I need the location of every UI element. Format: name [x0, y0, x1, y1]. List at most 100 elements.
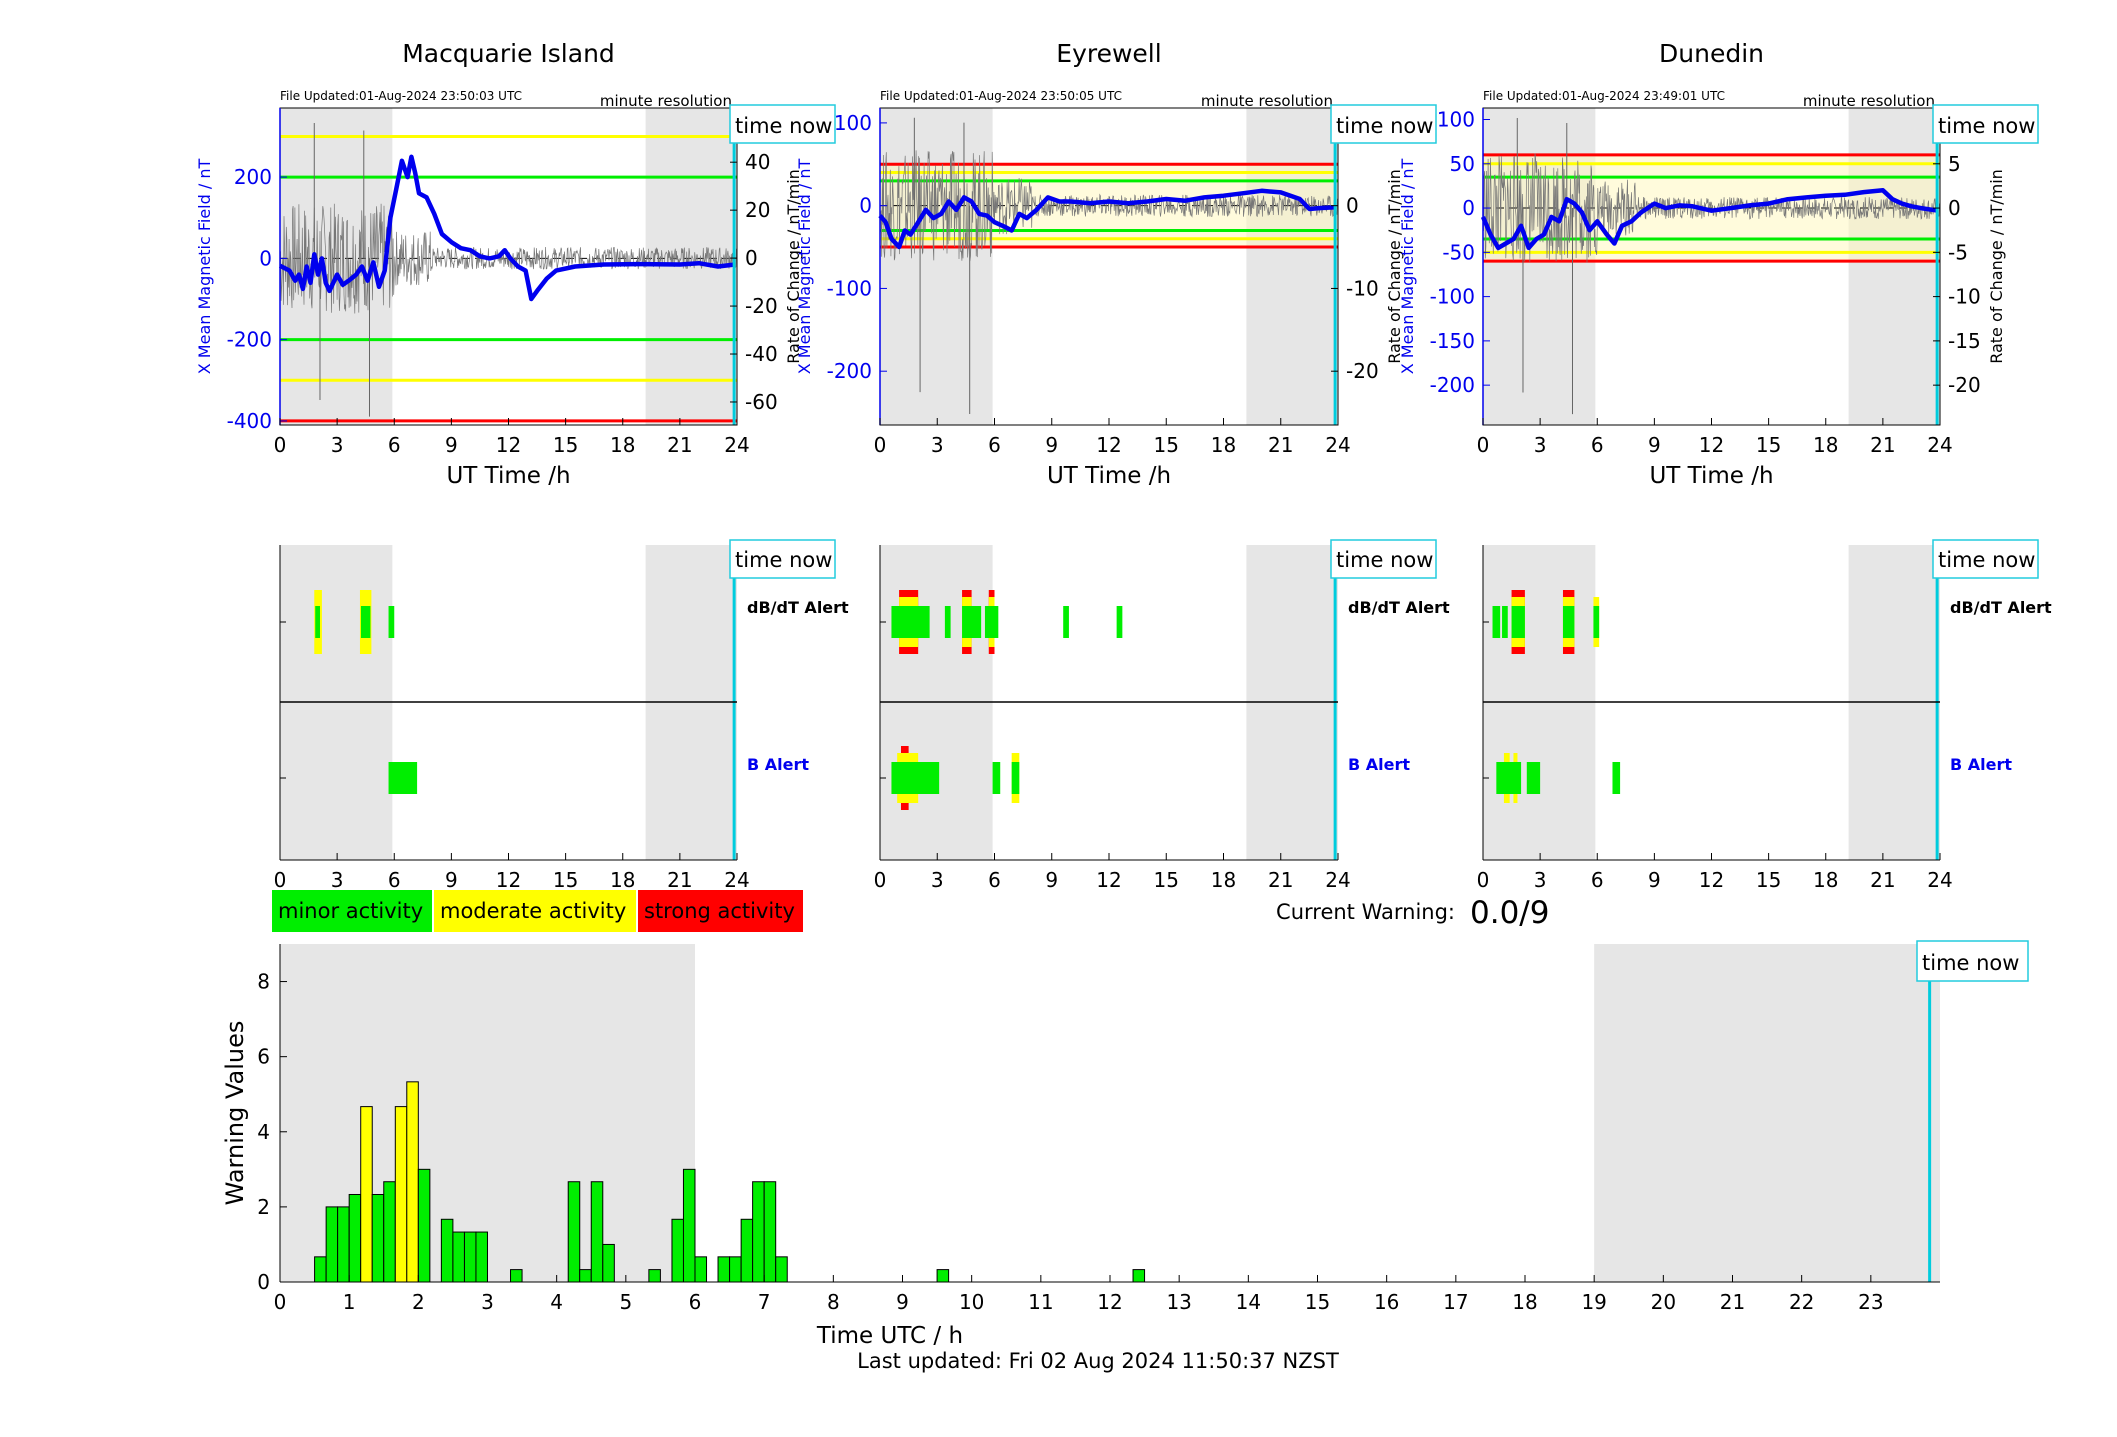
- x-tick-label: 16: [1374, 1290, 1399, 1314]
- station-panel-1: Eyrewell-200-1000100-20-1001003691215182…: [795, 39, 1437, 489]
- x-tick-label: 8: [827, 1290, 840, 1314]
- x-tick-label: 0: [1477, 433, 1490, 457]
- alert-panel-0: 0 3 6 9 12 15 18 21 24 dB/dT Alert B Alert time now: [274, 539, 849, 892]
- x-tick-label: 24: [1325, 868, 1350, 892]
- x-tick-label: 24: [724, 433, 749, 457]
- x-tick-label: 0: [874, 433, 887, 457]
- x-tick-label: 0: [1477, 868, 1490, 892]
- dbdt-alert-label: dB/dT Alert: [1950, 598, 2052, 617]
- time-now-label: time now: [1922, 951, 2019, 975]
- dbdt-alert-label: dB/dT Alert: [747, 598, 849, 617]
- left-tick-label: 50: [1450, 152, 1475, 176]
- x-axis-label: UT Time /h: [446, 463, 570, 489]
- left-tick-label: 0: [259, 246, 272, 270]
- time-now-box: [729, 104, 836, 144]
- time-now-box: [1330, 104, 1437, 144]
- file-updated-text: File Updated:01-Aug-2024 23:49:01 UTC: [1483, 89, 1725, 103]
- warning-bar: [717, 1256, 731, 1283]
- x-tick-label: 21: [667, 868, 692, 892]
- x-tick-label: 0: [274, 433, 287, 457]
- x-tick-label: 21: [1870, 433, 1895, 457]
- alert-block: [388, 606, 395, 638]
- left-tick-label: -400: [227, 409, 272, 433]
- left-tick-label: 100: [834, 111, 872, 135]
- x-tick-label: 9: [896, 1290, 909, 1314]
- alert-block: [1116, 606, 1123, 638]
- x-tick-label: 4: [550, 1290, 563, 1314]
- alert-block: [1502, 606, 1508, 638]
- warning-bar: [314, 1256, 327, 1283]
- x-tick-label: 3: [931, 868, 944, 892]
- x-tick-label: 15: [1305, 1290, 1330, 1314]
- resolution-text: minute resolution: [1201, 92, 1333, 110]
- current-warning-value: 0.0/9: [1470, 895, 1549, 931]
- right-tick-label: 0: [1346, 194, 1359, 218]
- right-tick-label: -20: [1346, 359, 1379, 383]
- warning-bar: [936, 1269, 950, 1283]
- right-tick-label: -60: [745, 390, 778, 414]
- x-axis-label: UT Time /h: [1649, 463, 1773, 489]
- x-tick-label: 15: [1154, 868, 1179, 892]
- station-title: Dunedin: [1659, 39, 1764, 68]
- time-now-box: [1916, 940, 2029, 982]
- warning-bar: [775, 1256, 788, 1283]
- x-tick-label: 6: [1591, 433, 1604, 457]
- warning-bar: [682, 1168, 696, 1283]
- warning-bar: [648, 1269, 661, 1283]
- alert-block: [315, 606, 320, 638]
- activity-legend: minor activity moderate activity strong ac…: [272, 890, 803, 932]
- x-tick-label: 21: [667, 433, 692, 457]
- warning-bar: [567, 1181, 581, 1283]
- x-tick-label: 1: [343, 1290, 356, 1314]
- y-tick-label: 2: [257, 1195, 270, 1219]
- warning-bar: [763, 1181, 777, 1283]
- warning-bar: [475, 1231, 488, 1283]
- right-tick-label: 5: [1948, 152, 1961, 176]
- x-tick-label: 3: [1534, 433, 1547, 457]
- left-tick-label: -200: [827, 359, 872, 383]
- x-tick-label: 15: [553, 433, 578, 457]
- x-tick-label: 13: [1166, 1290, 1191, 1314]
- right-axis-label: Rate of Change / nT/min: [1987, 169, 2006, 364]
- night-shade: [1246, 108, 1338, 425]
- x-tick-label: 18: [610, 433, 635, 457]
- night-shade: [880, 108, 993, 425]
- left-tick-label: -200: [1430, 373, 1475, 397]
- x-tick-label: 0: [874, 868, 887, 892]
- x-tick-label: 23: [1858, 1290, 1883, 1314]
- alert-block: [1063, 606, 1069, 638]
- left-axis-label: X Mean Magnetic Field / nT: [1398, 159, 1417, 375]
- warning-bar: [752, 1181, 765, 1283]
- night-shade: [1594, 944, 1940, 1282]
- x-tick-label: 12: [1699, 868, 1724, 892]
- x-tick-label: 3: [331, 868, 344, 892]
- warning-bar: [417, 1168, 431, 1283]
- warning-bar: [348, 1193, 362, 1283]
- x-tick-label: 9: [1648, 868, 1661, 892]
- file-updated-text: File Updated:01-Aug-2024 23:50:05 UTC: [880, 89, 1122, 103]
- last-updated-text: Last updated: Fri 02 Aug 2024 11:50:37 N…: [857, 1349, 1339, 1373]
- warning-bar: [371, 1193, 385, 1283]
- alert-block: [388, 762, 418, 794]
- right-tick-label: -40: [745, 342, 778, 366]
- x-tick-label: 9: [1045, 433, 1058, 457]
- x-tick-label: 6: [689, 1290, 702, 1314]
- x-tick-label: 9: [445, 868, 458, 892]
- y-tick-label: 4: [257, 1120, 270, 1144]
- alert-block: [984, 606, 999, 638]
- warning-bar: [579, 1269, 592, 1283]
- x-tick-label: 15: [1756, 433, 1781, 457]
- alert-panel-1: 0 3 6 9 12 15 18 21 24 dB/dT Alert B Alert time now: [874, 539, 1450, 892]
- time-now-label: time now: [1336, 114, 1433, 138]
- left-tick-label: 0: [859, 194, 872, 218]
- x-tick-label: 3: [1534, 868, 1547, 892]
- right-tick-label: -10: [1346, 276, 1379, 300]
- field-trace: [878, 188, 1337, 250]
- x-tick-label: 24: [1927, 433, 1952, 457]
- alert-block: [360, 606, 371, 638]
- station-title: Eyrewell: [1056, 39, 1161, 68]
- alert-block: [1593, 606, 1600, 638]
- x-tick-label: 12: [496, 868, 521, 892]
- warning-bar: [463, 1231, 477, 1283]
- warning-bar: [740, 1218, 754, 1283]
